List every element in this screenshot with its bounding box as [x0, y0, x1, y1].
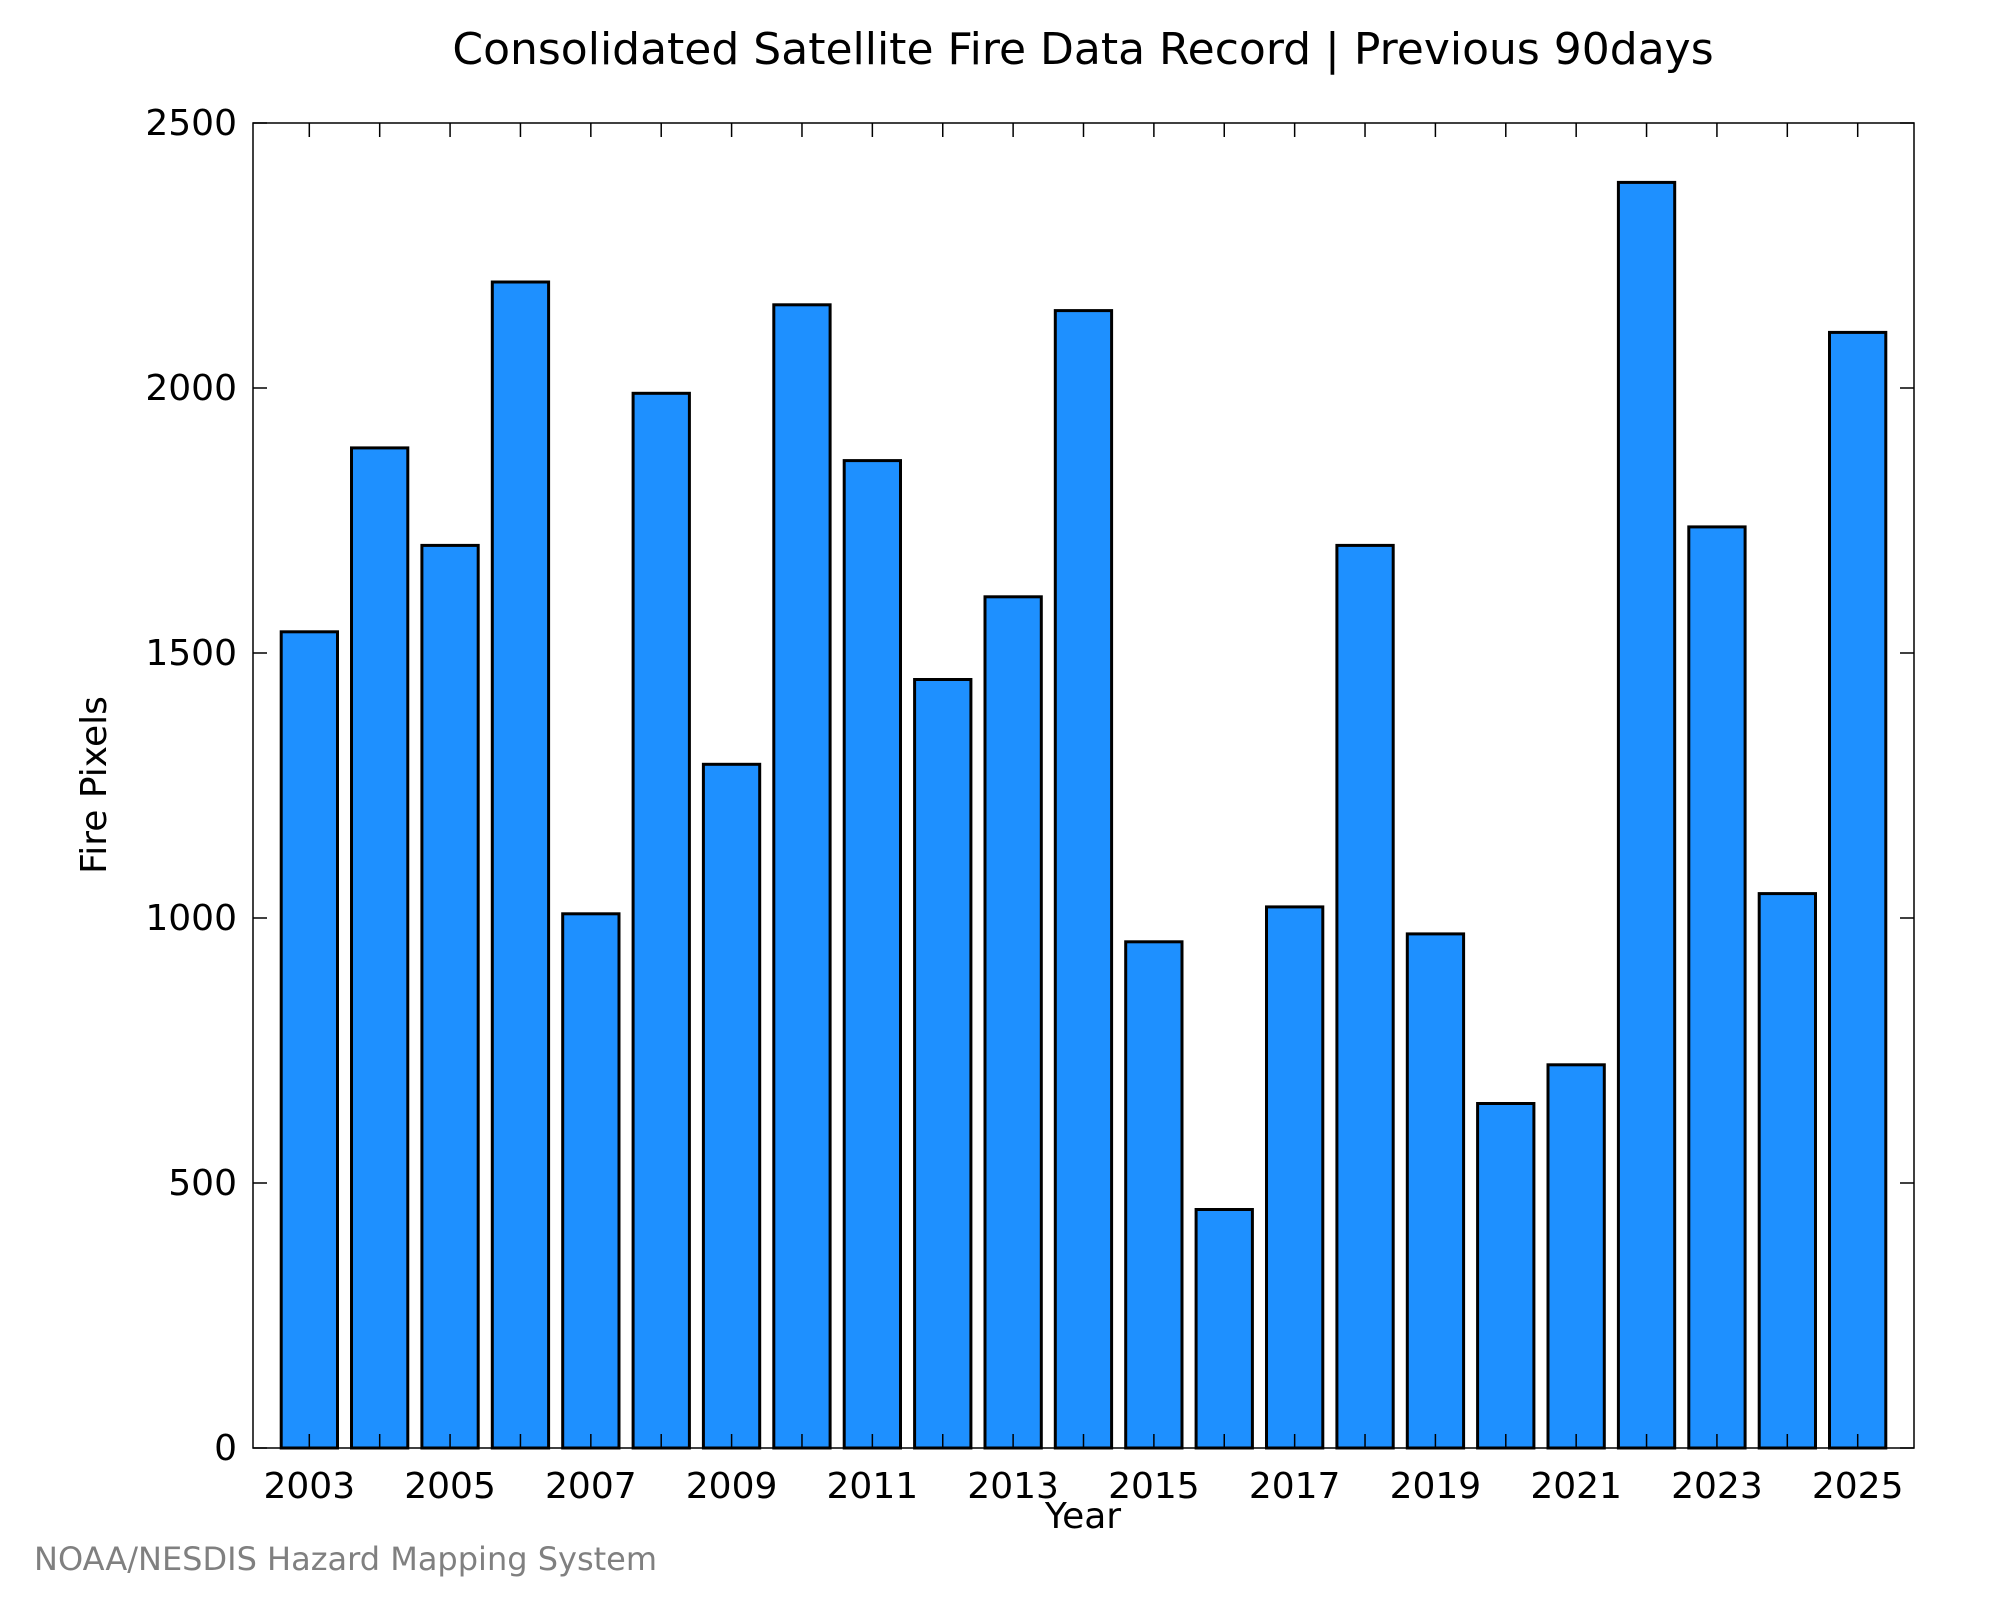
bar-2005 — [420, 543, 480, 1450]
y-tick-label-2000: 2000 — [145, 368, 237, 409]
x-tick-label-2015: 2015 — [1108, 1466, 1200, 1507]
bar-2022 — [1616, 180, 1677, 1450]
y-tick-label-1000: 1000 — [145, 898, 237, 939]
y-axis-label: Fire Pixels — [74, 696, 115, 874]
bar-2003 — [279, 630, 340, 1450]
x-tick-label-2021: 2021 — [1530, 1466, 1622, 1507]
bar-2016 — [1194, 1208, 1254, 1450]
y-tick-label-1500: 1500 — [145, 633, 237, 674]
x-tick-label-2003: 2003 — [263, 1466, 355, 1507]
bar-2009 — [701, 762, 762, 1450]
x-tick-label-2011: 2011 — [827, 1466, 919, 1507]
x-tick-label-2025: 2025 — [1812, 1466, 1904, 1507]
bar-2011 — [842, 459, 903, 1450]
y-axis-ticks: 0 500 1000 1500 2000 2500 — [145, 103, 1914, 1469]
bar-2006 — [490, 280, 551, 1450]
y-tick-label-0: 0 — [214, 1428, 237, 1469]
bar-2020 — [1476, 1102, 1536, 1450]
x-tick-label-2007: 2007 — [545, 1466, 637, 1507]
bar-2018 — [1335, 543, 1395, 1450]
bar-2012 — [913, 678, 973, 1450]
chart-title: Consolidated Satellite Fire Data Record … — [452, 24, 1713, 75]
bar-2021 — [1546, 1063, 1606, 1450]
bar-2010 — [772, 303, 832, 1450]
bar-2004 — [350, 446, 410, 1450]
x-tick-label-2013: 2013 — [967, 1466, 1059, 1507]
bars-group — [279, 180, 1888, 1450]
bar-2014 — [1053, 309, 1114, 1450]
bar-2024 — [1757, 892, 1817, 1450]
x-tick-label-2009: 2009 — [686, 1466, 778, 1507]
bar-2013 — [983, 595, 1043, 1450]
bar-2007 — [561, 912, 621, 1450]
x-tick-label-2017: 2017 — [1249, 1466, 1341, 1507]
x-tick-label-2019: 2019 — [1390, 1466, 1482, 1507]
bar-2025 — [1828, 330, 1888, 1450]
x-axis-ticks: 2003 2005 2007 2009 2011 2013 2015 2017 2019 2021… — [263, 123, 1904, 1507]
credit-text: NOAA/NESDIS Hazard Mapping System — [34, 1540, 657, 1578]
bar-2015 — [1124, 940, 1184, 1450]
x-tick-label-2023: 2023 — [1671, 1466, 1763, 1507]
bar-2017 — [1265, 905, 1325, 1450]
y-tick-label-2500: 2500 — [145, 103, 237, 144]
bar-2019 — [1405, 932, 1466, 1450]
x-tick-label-2005: 2005 — [404, 1466, 496, 1507]
y-tick-label-500: 500 — [168, 1163, 237, 1204]
bar-2023 — [1687, 525, 1747, 1450]
bar-2008 — [631, 391, 691, 1450]
x-axis-label: Year — [1044, 1496, 1121, 1537]
